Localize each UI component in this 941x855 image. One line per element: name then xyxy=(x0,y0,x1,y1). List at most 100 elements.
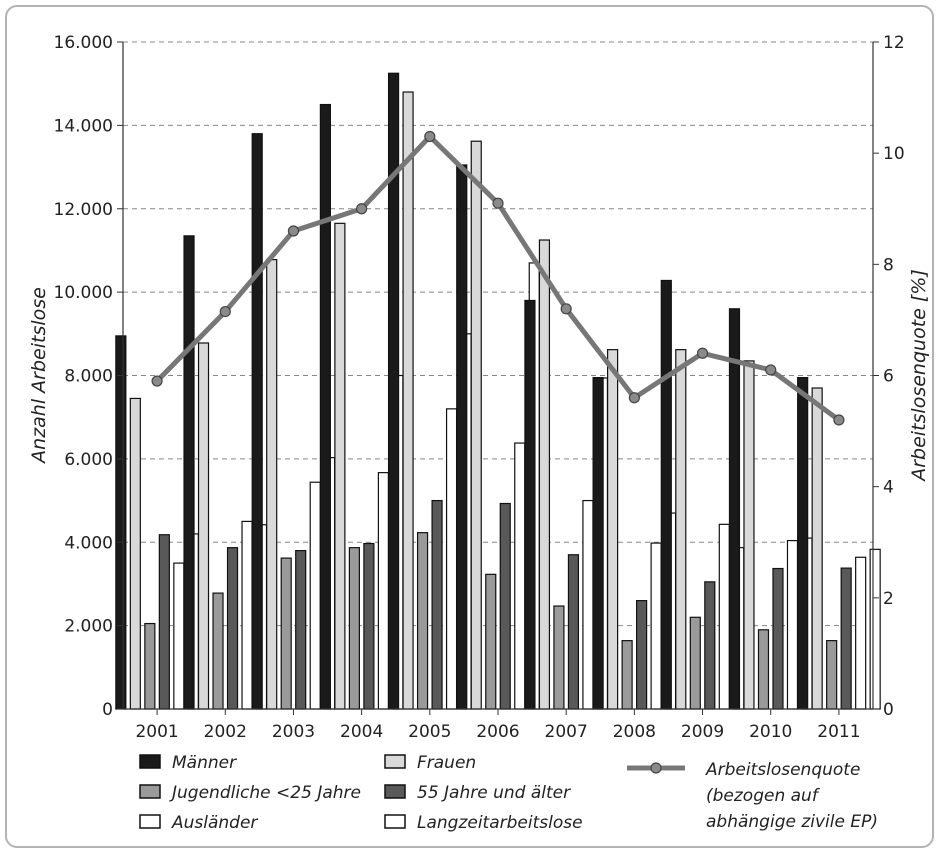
bar-jugendliche-25-jahre-2007 xyxy=(553,605,565,710)
x-tick-label: 2009 xyxy=(681,722,724,742)
legend-sublabel: (bezogen auf xyxy=(706,786,821,806)
bar-ausländer-2009 xyxy=(718,523,730,710)
x-tick-label: 2001 xyxy=(135,722,178,742)
legend-label: Arbeitslosenquote xyxy=(705,760,860,780)
quote-point-2009 xyxy=(696,347,709,359)
bar-ausländer-2007 xyxy=(582,499,594,710)
bar-ausländer-2010 xyxy=(786,539,799,710)
bar-frauen-2004 xyxy=(334,222,346,710)
bar-frauen-2002 xyxy=(197,342,210,710)
bar-frauen-2003 xyxy=(266,259,278,710)
bar-ausländer-2011 xyxy=(855,556,867,710)
bar-männer-2006 xyxy=(456,164,468,710)
bar-frauen-2001 xyxy=(129,397,141,710)
y2-tick-label: 12 xyxy=(883,33,905,53)
bar-männer-2011 xyxy=(797,376,809,710)
bar-jugendliche-25-jahre-2006 xyxy=(485,573,497,710)
bar-frauen-2009 xyxy=(675,349,687,710)
quote-point-2010 xyxy=(765,364,777,376)
bar-ausländer-2006 xyxy=(514,442,526,710)
x-tick-label: 2003 xyxy=(272,722,315,742)
x-tick-label: 2007 xyxy=(545,722,588,742)
bar-55-jahre-und-älter-2003 xyxy=(295,549,307,710)
quote-point-2002 xyxy=(219,305,231,318)
legend-swatch xyxy=(139,814,161,829)
axes xyxy=(117,41,879,715)
legend-label: Männer xyxy=(172,753,237,773)
bar-männer-2007 xyxy=(524,299,536,710)
y-tick-label: 10.000 xyxy=(54,283,113,303)
bar-männer-2004 xyxy=(319,103,331,710)
quote-point-2003 xyxy=(287,225,300,237)
legend-label: Frauen xyxy=(417,753,476,773)
bars xyxy=(115,72,881,710)
legend-label: 55 Jahre und älter xyxy=(417,783,571,803)
quote-point-2007 xyxy=(560,303,572,315)
tick-labels: 0 2.000 4.000 6.000 8.000 10.000 12.000 14.000 1… xyxy=(54,33,905,742)
legend-swatch xyxy=(139,784,161,799)
bar-ausländer-2005 xyxy=(445,408,458,710)
quote-point-2001 xyxy=(151,375,163,387)
legend-label: Jugendliche <25 Jahre xyxy=(169,783,361,803)
bar-jugendliche-25-jahre-2002 xyxy=(212,592,224,710)
bar-55-jahre-und-älter-2005 xyxy=(431,499,443,710)
y2-tick-label: 2 xyxy=(883,589,894,609)
bar-ausländer-2002 xyxy=(241,520,253,710)
bar-jugendliche-25-jahre-2001 xyxy=(144,622,156,710)
legend-label: Ausländer xyxy=(171,813,258,833)
bar-männer-2010 xyxy=(728,308,741,710)
x-tick-label: 2004 xyxy=(340,722,383,742)
y-tick-label: 2.000 xyxy=(64,617,113,637)
bar-ausländer-2003 xyxy=(309,481,321,710)
y2-tick-label: 6 xyxy=(883,367,894,387)
x-tick-label: 2006 xyxy=(476,722,519,742)
bar-55-jahre-und-älter-2006 xyxy=(499,502,511,710)
bar-jugendliche-25-jahre-2011 xyxy=(826,640,838,710)
bar-ausländer-2004 xyxy=(377,472,389,710)
bar-frauen-2008 xyxy=(607,349,619,710)
legend-swatch xyxy=(384,814,406,829)
legend-swatch xyxy=(384,754,406,769)
legend-swatch xyxy=(384,784,406,799)
x-tick-label: 2002 xyxy=(204,722,247,742)
bar-männer-2008 xyxy=(592,376,604,710)
bar-55-jahre-und-älter-2002 xyxy=(226,547,239,710)
y-tick-label: 6.000 xyxy=(64,450,113,470)
y2-tick-label: 0 xyxy=(883,700,894,720)
bar-frauen-2007 xyxy=(538,239,551,710)
bar-männer-2002 xyxy=(183,235,195,710)
bar-jugendliche-25-jahre-2008 xyxy=(621,640,633,710)
bar-ausländer-2008 xyxy=(650,542,662,710)
bar-jugendliche-25-jahre-2009 xyxy=(689,616,701,710)
bar-männer-2009 xyxy=(660,279,672,710)
bar-ausländer-2001 xyxy=(173,562,185,710)
legend: Männer Frauen Jugendliche <25 Jahre 55 Jahr… xyxy=(139,753,878,833)
grid-lines xyxy=(123,41,873,627)
quote-point-2011 xyxy=(833,414,845,426)
bar-jugendliche-25-jahre-2003 xyxy=(280,557,292,710)
quote-point-2005 xyxy=(424,130,436,143)
y-tick-label: 8.000 xyxy=(64,367,113,387)
y-tick-label: 16.000 xyxy=(54,33,113,53)
x-tick-label: 2011 xyxy=(817,722,860,742)
bar-55-jahre-und-älter-2004 xyxy=(363,542,375,710)
bar-55-jahre-und-älter-2008 xyxy=(636,600,648,710)
quote-line xyxy=(151,130,845,426)
x-tick-label: 2008 xyxy=(613,722,656,742)
bar-55-jahre-und-älter-2010 xyxy=(772,567,784,710)
bar-55-jahre-und-älter-2001 xyxy=(158,534,170,710)
y2-tick-label: 10 xyxy=(883,144,905,164)
legend-label: Langzeitarbeitslose xyxy=(417,813,583,833)
bar-langzeitarbeitslose-2011 xyxy=(869,548,881,710)
y-tick-label: 12.000 xyxy=(54,200,113,220)
quote-point-2004 xyxy=(356,203,368,215)
x-tick-label: 2005 xyxy=(408,722,451,742)
bar-männer-2001 xyxy=(115,335,127,710)
legend-sublabel: abhängige zivile EP) xyxy=(706,812,878,832)
y-tick-label: 14.000 xyxy=(54,116,113,136)
y-tick-label: 4.000 xyxy=(64,533,113,553)
x-tick-label: 2010 xyxy=(749,722,792,742)
bar-männer-2003 xyxy=(251,133,263,710)
bar-frauen-2006 xyxy=(470,140,482,710)
